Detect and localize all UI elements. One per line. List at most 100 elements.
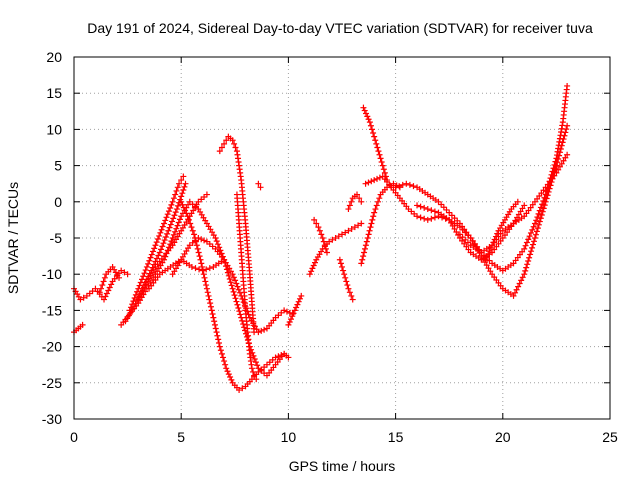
series-arc-6: [126, 173, 187, 314]
data-point-marker: [375, 148, 382, 155]
data-point-marker: [253, 376, 260, 383]
data-point-marker: [519, 274, 526, 281]
data-point-marker: [487, 268, 494, 275]
data-point-marker: [147, 254, 154, 261]
data-point-marker: [537, 204, 544, 211]
data-point-marker: [321, 242, 328, 249]
data-point-marker: [184, 213, 191, 220]
y-tick-label: 5: [54, 158, 62, 174]
data-point-marker: [376, 151, 383, 158]
data-point-marker: [179, 201, 186, 208]
data-point-marker: [134, 288, 141, 295]
data-point-marker: [485, 250, 492, 257]
data-point-marker: [206, 265, 213, 272]
data-point-marker: [376, 195, 383, 202]
data-point-marker: [486, 248, 493, 255]
data-point-marker: [187, 220, 194, 227]
data-point-marker: [513, 286, 520, 293]
data-point-marker: [126, 307, 133, 314]
data-point-marker: [372, 206, 379, 213]
data-point-marker: [553, 169, 560, 176]
data-point-marker: [329, 236, 336, 243]
data-point-marker: [152, 242, 159, 249]
data-point-marker: [290, 310, 297, 317]
data-point-marker: [195, 249, 202, 256]
data-point-marker: [483, 253, 490, 260]
data-point-marker: [315, 224, 322, 231]
x-tick-label: 20: [495, 429, 511, 445]
data-point-marker: [145, 260, 152, 267]
data-point-marker: [344, 282, 351, 289]
data-point-marker: [176, 216, 183, 223]
data-point-marker: [164, 230, 171, 237]
data-point-marker: [525, 258, 532, 265]
data-point-marker: [538, 211, 545, 218]
data-point-marker: [531, 220, 538, 227]
x-tick-label: 15: [388, 429, 404, 445]
data-point-marker: [372, 137, 379, 144]
data-point-marker: [311, 216, 318, 223]
y-tick-label: -30: [42, 411, 62, 427]
y-tick-label: -10: [42, 266, 62, 282]
data-point-marker: [233, 280, 240, 287]
data-point-marker: [320, 238, 327, 245]
data-point-marker: [464, 232, 471, 239]
data-point-marker: [199, 263, 206, 270]
data-point-marker: [459, 234, 466, 241]
data-point-marker: [213, 238, 220, 245]
data-point-marker: [536, 218, 543, 225]
data-point-marker: [216, 343, 223, 350]
data-point-marker: [532, 231, 539, 238]
data-point-marker: [447, 219, 454, 226]
data-point-marker: [214, 332, 221, 339]
data-point-marker: [157, 229, 164, 236]
data-point-marker: [417, 203, 424, 210]
data-point-marker: [369, 126, 376, 133]
data-point-marker: [348, 225, 355, 232]
data-point-marker: [517, 208, 524, 215]
data-point-marker: [234, 301, 241, 308]
data-point-marker: [194, 245, 201, 252]
data-point-marker: [151, 245, 158, 252]
data-point-marker: [228, 282, 235, 289]
data-point-marker: [232, 277, 239, 284]
data-point-marker: [179, 190, 186, 197]
data-point-marker: [539, 201, 546, 208]
data-point-marker: [212, 235, 219, 241]
data-point-marker: [521, 202, 528, 209]
data-point-marker: [162, 233, 169, 240]
data-point-marker: [380, 166, 387, 173]
y-tick-label: -15: [42, 302, 62, 318]
data-point-marker: [365, 231, 372, 238]
data-point-marker: [231, 292, 238, 299]
data-point-marker: [205, 292, 212, 299]
data-point-marker: [515, 283, 522, 290]
data-point-marker: [229, 137, 236, 144]
series-arc-1: [71, 267, 131, 303]
data-point-marker: [345, 227, 352, 234]
data-point-marker: [192, 238, 199, 245]
data-point-marker: [141, 270, 148, 277]
data-point-marker: [527, 251, 534, 258]
data-point-marker: [361, 245, 368, 252]
data-point-marker: [326, 238, 333, 245]
data-point-marker: [207, 303, 214, 310]
data-point-marker: [216, 244, 223, 251]
data-point-marker: [218, 350, 225, 357]
data-point-marker: [355, 222, 362, 229]
data-point-marker: [435, 198, 442, 205]
data-point-marker: [485, 265, 492, 272]
data-point-marker: [549, 168, 556, 175]
x-axis-label: GPS time / hours: [289, 458, 396, 474]
data-point-marker: [396, 183, 403, 190]
data-point-marker: [564, 82, 571, 89]
data-point-marker: [191, 231, 198, 238]
series-arc-13: [255, 180, 264, 191]
data-point-marker: [154, 236, 161, 243]
data-point-marker: [252, 359, 259, 366]
data-point-marker: [368, 220, 375, 227]
data-point-marker: [319, 235, 326, 241]
data-point-marker: [140, 273, 147, 280]
data-point-marker: [255, 180, 262, 187]
data-point-marker: [306, 271, 313, 278]
